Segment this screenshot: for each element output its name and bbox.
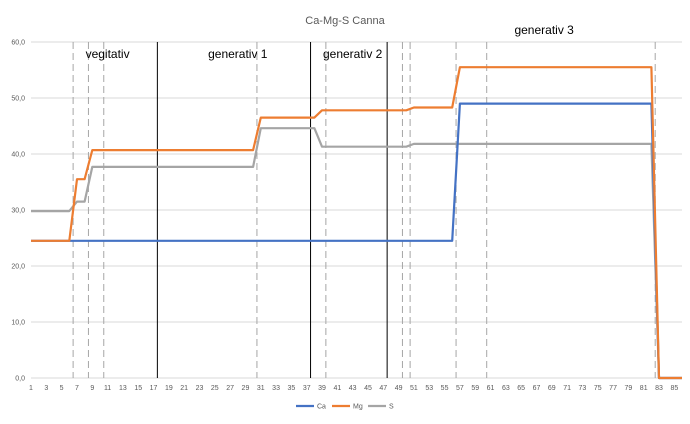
phase-label: generativ 2 bbox=[323, 47, 383, 61]
x-tick-label: 5 bbox=[60, 385, 64, 392]
y-axis-ticks: 0,0 10,0 20,0 30,0 40,0 50,0 60,0 bbox=[11, 40, 25, 383]
y-tick-label: 20,0 bbox=[11, 264, 25, 271]
x-tick-label: 25 bbox=[211, 385, 219, 392]
phase-label: generativ 1 bbox=[208, 47, 268, 61]
x-tick-label: 55 bbox=[441, 385, 449, 392]
x-tick-label: 85 bbox=[670, 385, 678, 392]
x-tick-label: 79 bbox=[624, 385, 632, 392]
y-tick-label: 10,0 bbox=[11, 320, 25, 327]
legend-label-mg: Mg bbox=[353, 404, 363, 411]
x-tick-label: 41 bbox=[333, 385, 341, 392]
legend: Ca Mg S bbox=[296, 404, 394, 411]
x-tick-label: 61 bbox=[487, 385, 495, 392]
x-tick-label: 33 bbox=[272, 385, 280, 392]
x-tick-label: 3 bbox=[44, 385, 48, 392]
y-tick-label: 0,0 bbox=[15, 376, 25, 383]
x-tick-label: 69 bbox=[548, 385, 556, 392]
y-tick-label: 40,0 bbox=[11, 152, 25, 159]
x-tick-label: 27 bbox=[226, 385, 234, 392]
legend-label-s: S bbox=[389, 404, 394, 411]
x-tick-label: 43 bbox=[349, 385, 357, 392]
y-tick-label: 30,0 bbox=[11, 208, 25, 215]
x-tick-label: 77 bbox=[609, 385, 617, 392]
x-tick-label: 23 bbox=[196, 385, 204, 392]
series-line-s bbox=[31, 127, 682, 380]
x-tick-label: 73 bbox=[579, 385, 587, 392]
x-tick-label: 1 bbox=[29, 385, 33, 392]
chart-title: Ca-Mg-S Canna bbox=[305, 15, 385, 27]
x-tick-label: 17 bbox=[150, 385, 158, 392]
x-tick-label: 75 bbox=[594, 385, 602, 392]
y-tick-label: 60,0 bbox=[11, 40, 25, 47]
x-tick-label: 65 bbox=[517, 385, 525, 392]
series-lines bbox=[31, 66, 682, 380]
x-tick-label: 19 bbox=[165, 385, 173, 392]
x-tick-label: 51 bbox=[410, 385, 418, 392]
x-tick-label: 37 bbox=[303, 385, 311, 392]
x-tick-label: 15 bbox=[134, 385, 142, 392]
legend-label-ca: Ca bbox=[317, 404, 326, 411]
x-tick-label: 53 bbox=[425, 385, 433, 392]
phase-labels: vegitativ generativ 1 generativ 2 generativ… bbox=[86, 23, 575, 61]
phase-label: generativ 3 bbox=[514, 23, 574, 37]
x-tick-label: 29 bbox=[242, 385, 250, 392]
x-tick-label: 7 bbox=[75, 385, 79, 392]
x-tick-label: 49 bbox=[395, 385, 403, 392]
x-tick-label: 13 bbox=[119, 385, 127, 392]
x-tick-label: 47 bbox=[379, 385, 387, 392]
x-tick-label: 11 bbox=[104, 385, 111, 392]
x-tick-label: 57 bbox=[456, 385, 464, 392]
x-tick-label: 21 bbox=[180, 385, 188, 392]
series-line-mg bbox=[31, 66, 682, 380]
x-tick-label: 9 bbox=[90, 385, 94, 392]
x-tick-label: 83 bbox=[655, 385, 663, 392]
y-tick-label: 50,0 bbox=[11, 96, 25, 103]
x-tick-label: 35 bbox=[288, 385, 296, 392]
x-axis-ticks: 1 3 5 7 9 11 13 15 17 19 21 23 25 27 29 31 33 35 37 39 41 43 4… bbox=[29, 385, 678, 392]
x-tick-label: 81 bbox=[640, 385, 648, 392]
x-tick-label: 71 bbox=[563, 385, 571, 392]
phase-label: vegitativ bbox=[86, 47, 130, 61]
x-tick-label: 39 bbox=[318, 385, 326, 392]
x-tick-label: 63 bbox=[502, 385, 510, 392]
gridlines bbox=[31, 41, 682, 379]
x-tick-label: 31 bbox=[257, 385, 265, 392]
x-tick-label: 45 bbox=[364, 385, 372, 392]
x-tick-label: 67 bbox=[533, 385, 541, 392]
x-tick-label: 59 bbox=[471, 385, 479, 392]
